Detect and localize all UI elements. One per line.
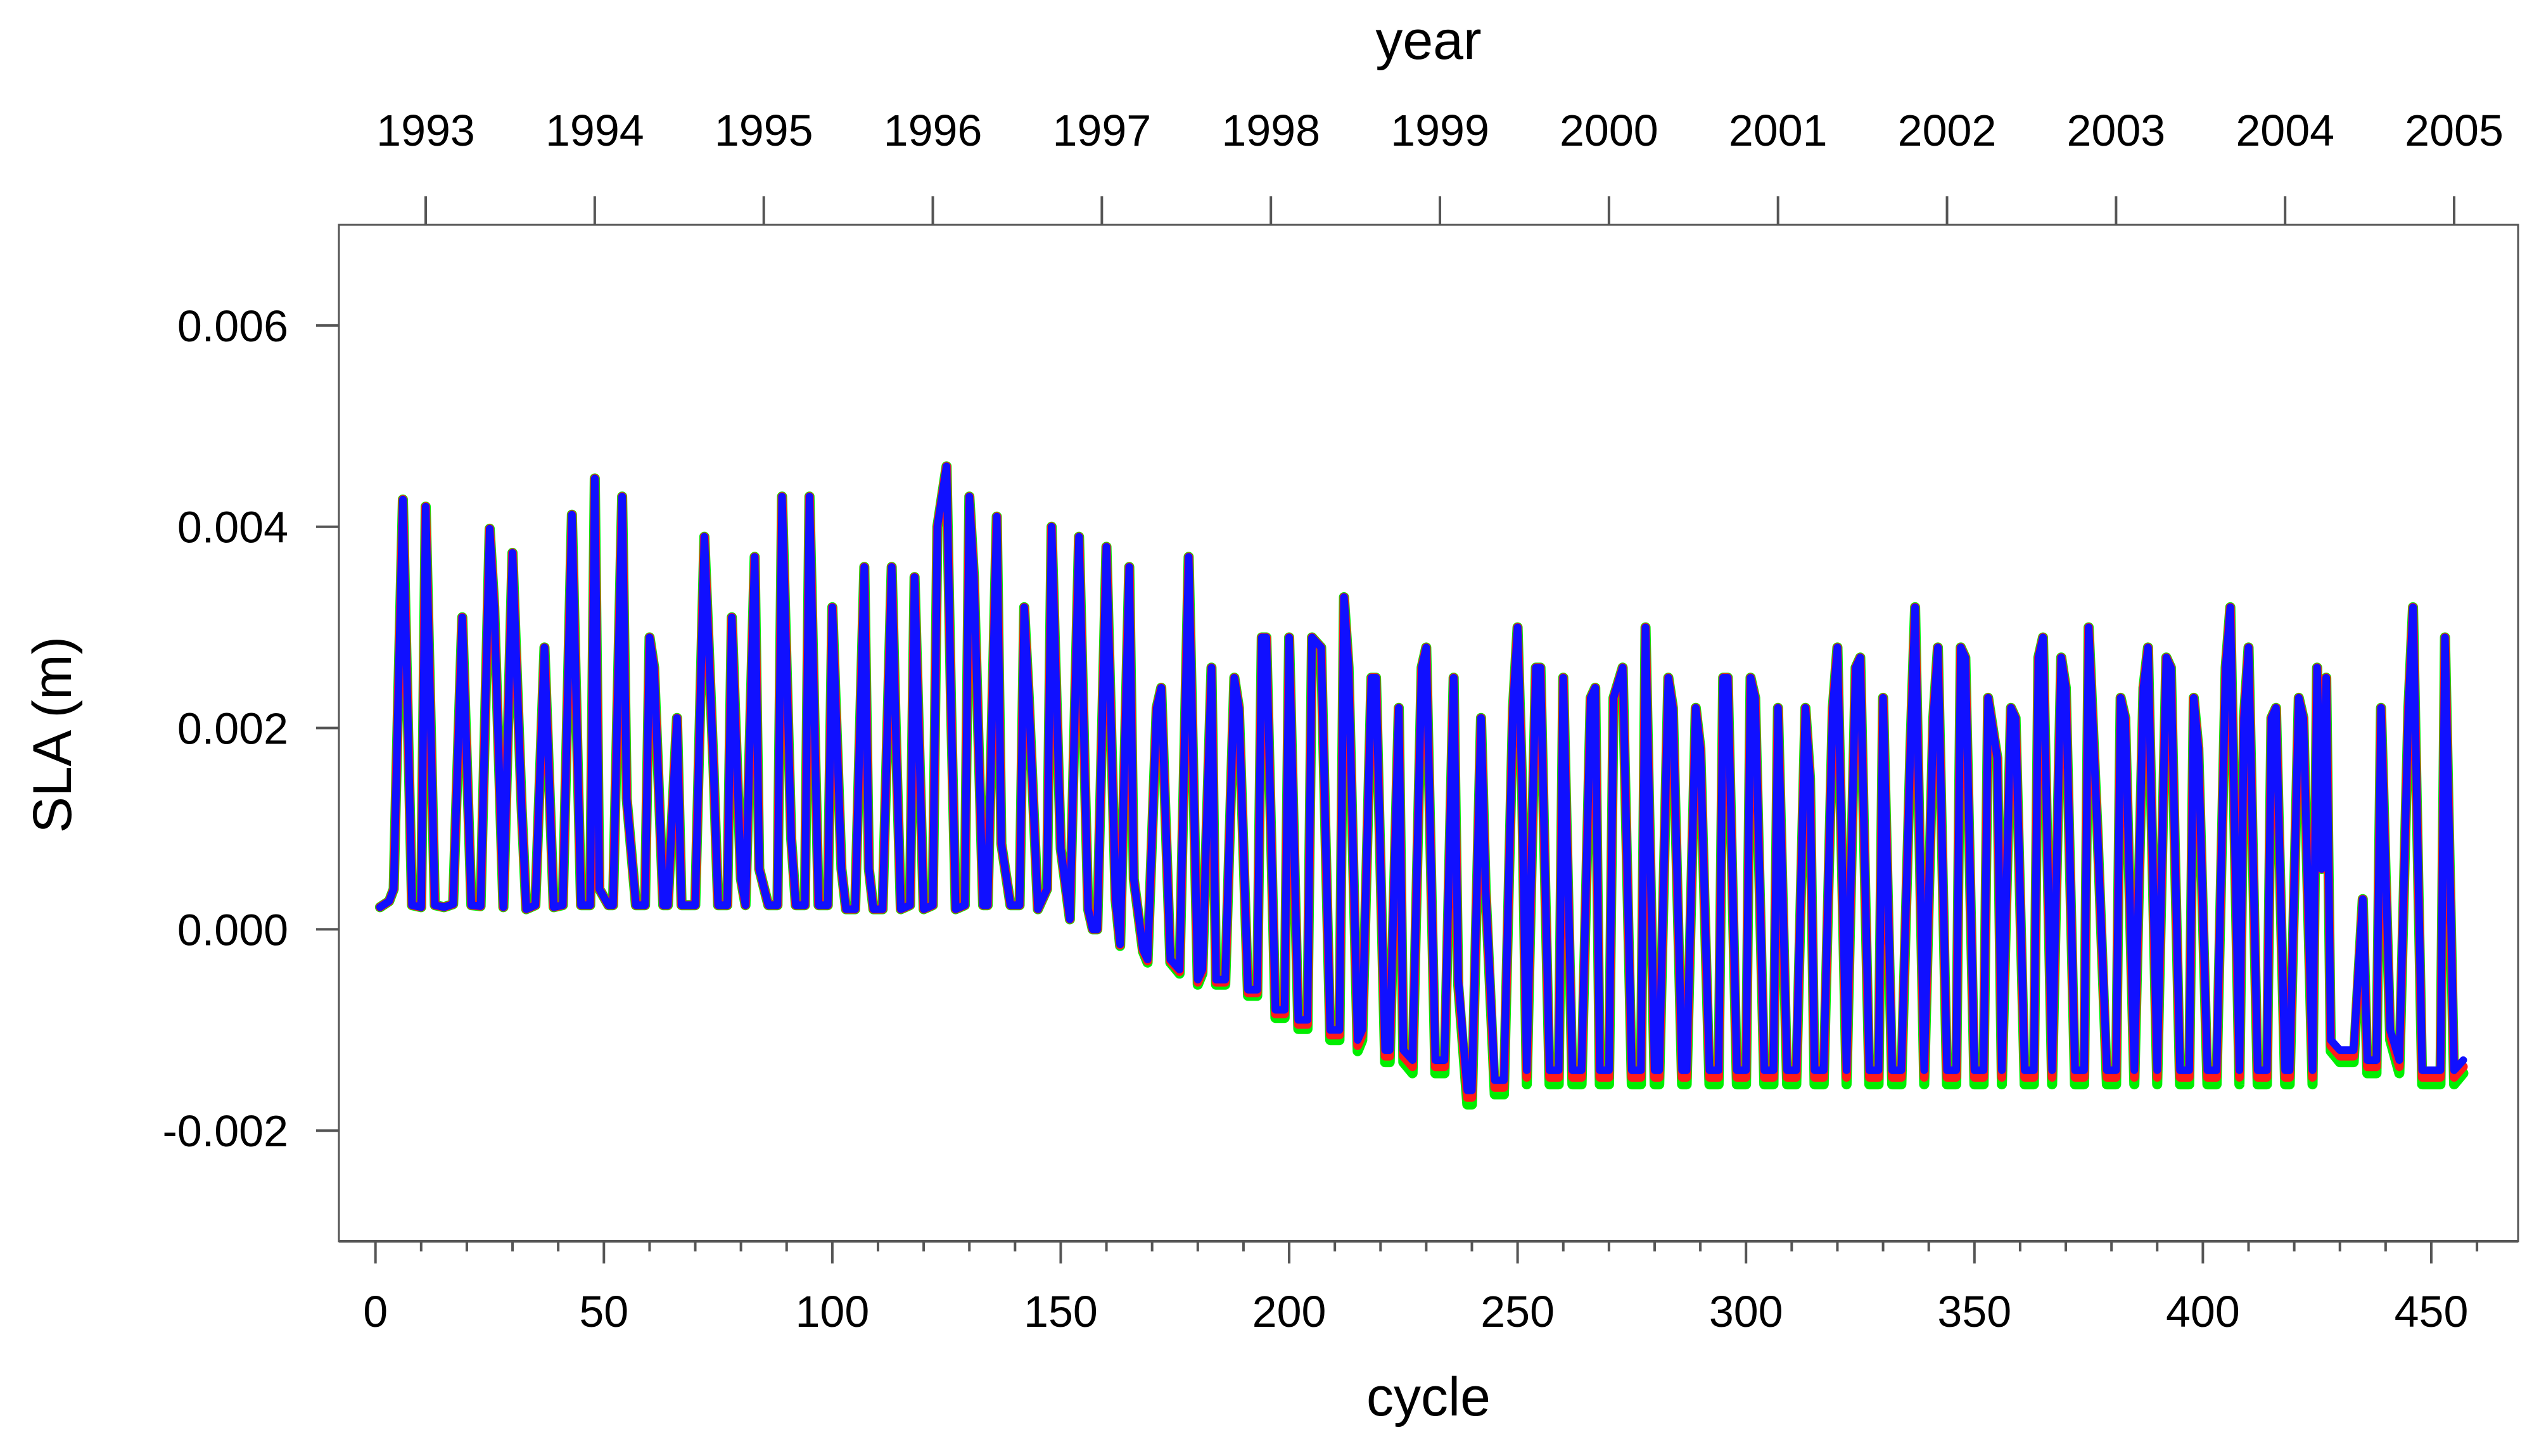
year-label-2000: 2000 xyxy=(1560,106,1658,155)
year-label-2002: 2002 xyxy=(1898,106,1997,155)
year-label-2003: 2003 xyxy=(2066,106,2165,155)
year-label-1993: 1993 xyxy=(376,106,475,155)
x-tick-label-50: 50 xyxy=(579,1287,628,1336)
x-axis-title: cycle xyxy=(1366,1367,1491,1428)
series-line-3 xyxy=(376,462,2467,1094)
year-label-1998: 1998 xyxy=(1221,106,1320,155)
year-label-2005: 2005 xyxy=(2405,106,2504,155)
x-tick-label-250: 250 xyxy=(1480,1287,1555,1336)
top-axis-title: year xyxy=(1375,10,1481,71)
y-tick-label: 0.002 xyxy=(177,704,288,754)
x-tick-label-100: 100 xyxy=(795,1287,869,1336)
x-tick-label-450: 450 xyxy=(2395,1287,2469,1336)
x-tick-label-150: 150 xyxy=(1024,1287,1098,1336)
x-tick-label-350: 350 xyxy=(1937,1287,2011,1336)
y-axis-left: -0.002 0.000 0.002 0.004 0.006 xyxy=(163,301,339,1156)
y-tick-label: 0.006 xyxy=(177,301,288,351)
x-tick-label-400: 400 xyxy=(2166,1287,2240,1336)
year-label-1994: 1994 xyxy=(545,106,644,155)
y-axis-title: SLA (m) xyxy=(22,636,83,833)
y-tick-label: 0.000 xyxy=(177,905,288,954)
year-label-2004: 2004 xyxy=(2236,106,2334,155)
series-layer xyxy=(374,461,2469,1110)
x-tick-label-300: 300 xyxy=(1709,1287,1783,1336)
year-label-1999: 1999 xyxy=(1390,106,1489,155)
x-tick-label-0: 0 xyxy=(363,1287,388,1336)
year-label-1996: 1996 xyxy=(884,106,983,155)
x-tick-label-200: 200 xyxy=(1252,1287,1327,1336)
x-axis-top-years: 1993 1994 1995 1996 1997 1998 1999 2000 2001 2002… xyxy=(376,106,2504,225)
x-axis-bottom: 0 50 100 150 200 250 300 350 400 450 xyxy=(339,1240,2518,1336)
y-tick-label: 0.004 xyxy=(177,503,288,552)
year-label-2001: 2001 xyxy=(1729,106,1828,155)
y-tick-label: -0.002 xyxy=(163,1106,288,1156)
plot-area xyxy=(374,461,2469,1110)
year-label-1997: 1997 xyxy=(1052,106,1151,155)
year-label-1995: 1995 xyxy=(715,106,813,155)
